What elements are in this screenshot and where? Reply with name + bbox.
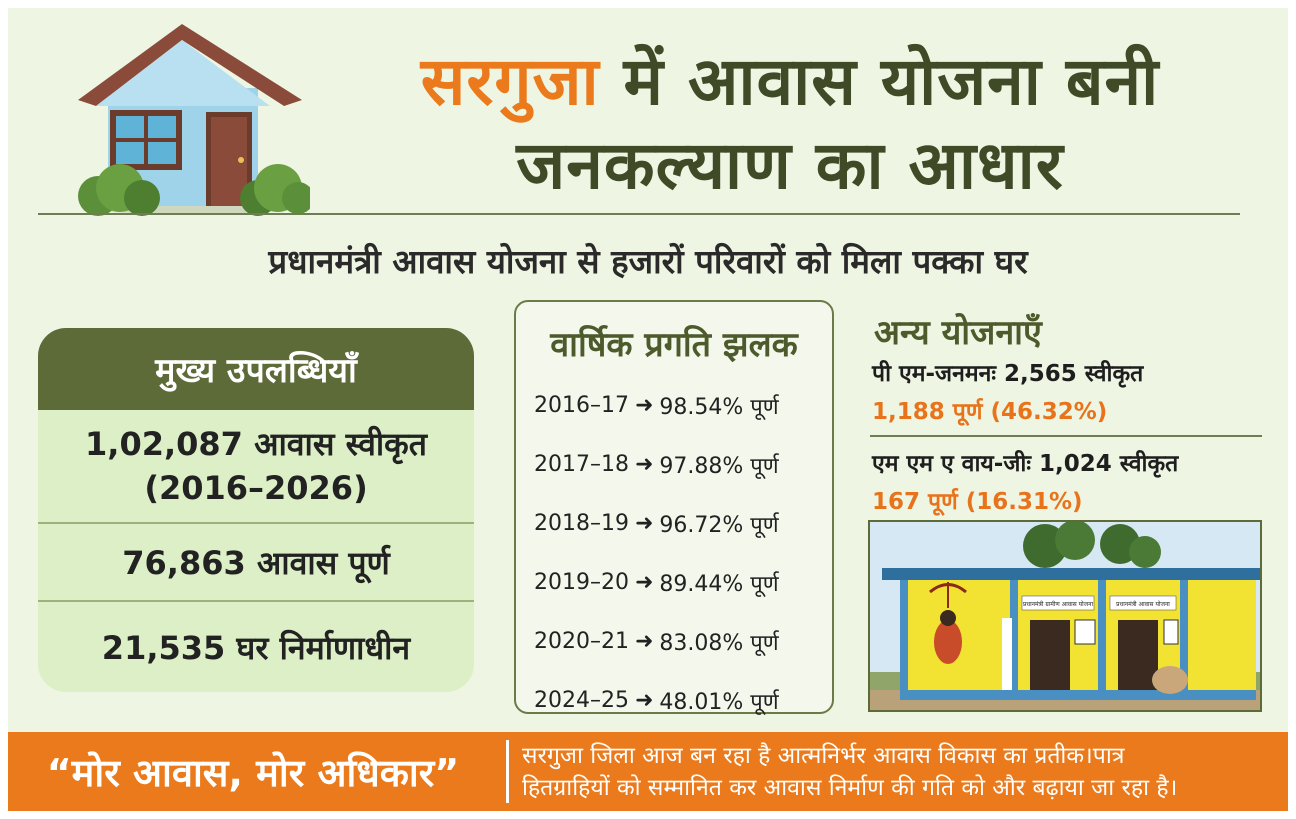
house-illustration [78,24,310,216]
achievement-item: 76,863 आवास पूर्ण [38,524,474,602]
scheme-mmay-g: एम एम ए वाय-जीः 1,024 स्वीकृत 167 पूर्ण … [872,446,1178,516]
achievement-completed: 76,863 आवास पूर्ण [122,543,390,582]
achievement-under-construction: 21,535 घर निर्माणाधीन [101,628,411,667]
page-title: सरगुजा में आवास योजना बनी जनकल्याण का आध… [310,40,1270,208]
arrow-right-icon: ➜ [634,393,654,418]
progress-row: 2020–21 ➜ 83.08% पूर्ण [516,612,832,671]
progress-value: 83.08% पूर्ण [659,630,779,656]
house-photo-drawing: प्रधानमंत्री ग्रामीण आवास योजना प्रधानमं… [870,522,1260,710]
progress-value: 89.44% पूर्ण [659,571,779,597]
scheme-title: एम एम ए वाय-जीः 1,024 स्वीकृत [872,451,1179,477]
arrow-right-icon: ➜ [634,452,654,477]
photo-sign-left: प्रधानमंत्री ग्रामीण आवास योजना [1023,600,1093,608]
subtitle: प्रधानमंत्री आवास योजना से हजारों परिवार… [268,242,1028,281]
progress-row: 2019–20 ➜ 89.44% पूर्ण [516,553,832,612]
achievement-sanctioned: 1,02,087 आवास स्वीकृत [85,425,427,463]
bottom-banner: “मोर आवास, मोर अधिकार” सरगुजा जिला आज बन… [8,732,1288,811]
achievements-heading: मुख्य उपलब्धियाँ [38,328,474,410]
progress-year: 2016–17 [534,393,629,418]
progress-value: 98.54% पूर्ण [659,394,779,420]
banner-divider [506,740,509,803]
progress-row: 2017–18 ➜ 97.88% पूर्ण [516,435,832,494]
scheme-progress: 1,188 पूर्ण (46.32%) [872,399,1108,425]
other-schemes-heading: अन्य योजनाएँ [874,313,1042,353]
banner-description: सरगुजा जिला आज बन रहा है आत्मनिर्भर आवास… [522,740,1272,804]
slogan: “मोर आवास, मोर अधिकार” [46,750,460,795]
banner-line-2: हितग्राहियों को सम्मानित कर आवास निर्माण… [522,775,1178,801]
annual-progress-list: 2016–17 ➜ 98.54% पूर्ण 2017–18 ➜ 97.88% पूर्… [516,376,832,730]
progress-row: 2024–25 ➜ 48.01% पूर्ण [516,671,832,730]
progress-value: 97.88% पूर्ण [659,453,779,479]
banner-line-1: सरगुजा जिला आज बन रहा है आत्मनिर्भर आवास… [522,743,1125,769]
progress-value: 96.72% पूर्ण [659,512,779,538]
arrow-right-icon: ➜ [634,629,654,654]
scheme-divider [870,435,1262,437]
photo-sign-right: प्रधानमंत्री आवास योजना [1116,600,1170,608]
title-line-1: सरगुजा में आवास योजना बनी [310,40,1270,124]
achievement-item: 21,535 घर निर्माणाधीन [38,602,474,692]
achievement-period: (2016–2026) [144,469,368,507]
progress-year: 2018–19 [534,511,629,536]
house-photo: प्रधानमंत्री ग्रामीण आवास योजना प्रधानमं… [868,520,1262,712]
title-divider [38,213,1240,215]
achievements-card: मुख्य उपलब्धियाँ 1,02,087 आवास स्वीकृत (… [38,328,474,692]
arrow-right-icon: ➜ [634,688,654,713]
annual-progress-heading: वार्षिक प्रगति झलक [550,325,798,365]
progress-year: 2019–20 [534,570,629,595]
title-line-1-rest: में आवास योजना बनी [599,43,1160,120]
arrow-right-icon: ➜ [634,511,654,536]
achievement-item: 1,02,087 आवास स्वीकृत (2016–2026) [38,410,474,524]
title-highlight: सरगुजा [420,43,600,120]
progress-value: 48.01% पूर्ण [659,689,779,715]
scheme-progress: 167 पूर्ण (16.31%) [872,489,1083,515]
scheme-title: पी एम-जनमनः 2,565 स्वीकृत [872,361,1144,387]
progress-year: 2020–21 [534,629,629,654]
scheme-pm-janman: पी एम-जनमनः 2,565 स्वीकृत 1,188 पूर्ण (4… [872,356,1143,426]
progress-year: 2017–18 [534,452,629,477]
progress-year: 2024–25 [534,688,629,713]
progress-row: 2016–17 ➜ 98.54% पूर्ण [516,376,832,435]
annual-progress-card: वार्षिक प्रगति झलक 2016–17 ➜ 98.54% पूर्ण … [514,300,834,715]
arrow-right-icon: ➜ [634,570,654,595]
title-line-2: जनकल्याण का आधार [516,127,1064,204]
progress-row: 2018–19 ➜ 96.72% पूर्ण [516,494,832,553]
